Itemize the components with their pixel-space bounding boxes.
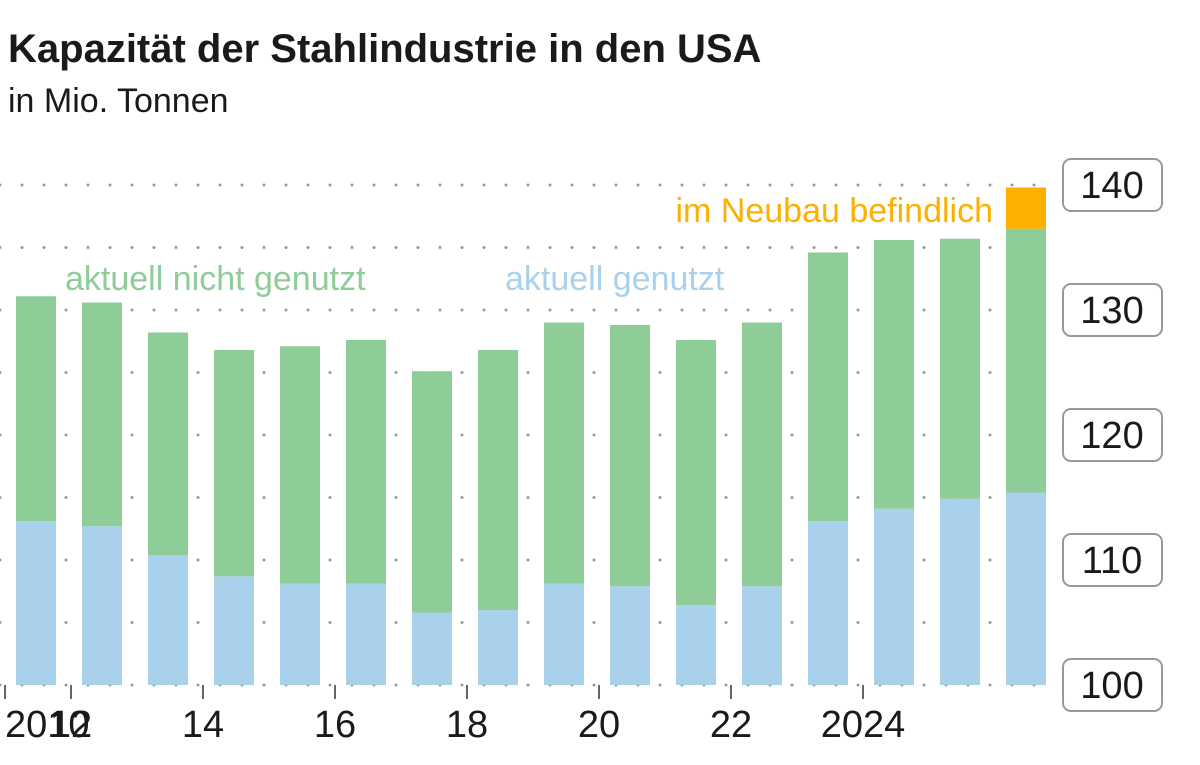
- x-tick-label: 12: [50, 704, 92, 746]
- bar-segment: [214, 350, 254, 577]
- legend-label: aktuell nicht genutzt: [65, 260, 366, 298]
- y-tick-label: 120: [1080, 415, 1143, 457]
- chart-subtitle: in Mio. Tonnen: [8, 82, 229, 120]
- y-tick-label: 100: [1080, 665, 1143, 707]
- bar-segment: [610, 586, 650, 685]
- bar-segment: [742, 322, 782, 587]
- bar-segment: [544, 583, 584, 685]
- bar-segment: [412, 371, 452, 613]
- y-tick-label: 110: [1082, 540, 1143, 582]
- y-tick-label: 130: [1080, 290, 1143, 332]
- x-tick-label: 20: [578, 704, 620, 746]
- bar-segment: [346, 583, 386, 685]
- bar-segment: [1006, 228, 1046, 493]
- bar-segment: [478, 350, 518, 610]
- bar-segment: [280, 346, 320, 584]
- y-tick-box: [1062, 658, 1163, 712]
- x-tick-label: 22: [710, 704, 752, 746]
- y-tick-box: [1062, 158, 1163, 212]
- bar-segment: [940, 238, 980, 499]
- bar-segment: [742, 586, 782, 685]
- y-tick-box: [1062, 533, 1163, 587]
- bar-segment: [280, 583, 320, 685]
- bar-segment: [412, 612, 452, 685]
- legend-label: im Neubau befindlich: [675, 192, 993, 230]
- bar-segment: [874, 240, 914, 509]
- x-tick-label: 14: [182, 704, 224, 746]
- bar-segment: [16, 521, 56, 685]
- bar-segment: [148, 555, 188, 685]
- x-tick-label: 16: [314, 704, 356, 746]
- x-tick-label: 2024: [821, 704, 906, 746]
- bar-segment: [808, 252, 848, 522]
- bar-segment: [1006, 187, 1046, 229]
- bar-segment: [544, 322, 584, 584]
- bar-segment: [16, 296, 56, 522]
- bar-segment: [610, 325, 650, 587]
- bar-segment: [214, 576, 254, 685]
- bar-segment: [346, 340, 386, 584]
- legend-label: aktuell genutzt: [505, 260, 725, 298]
- chart-title: Kapazität der Stahlindustrie in den USA: [8, 27, 761, 71]
- bar-segment: [1006, 492, 1046, 685]
- x-tick-label: 18: [446, 704, 488, 746]
- bar-segment: [82, 302, 122, 527]
- bar-segment: [478, 610, 518, 685]
- x-tick-label: 2010: [5, 704, 90, 746]
- bar-segment: [676, 605, 716, 685]
- bar-segment: [676, 340, 716, 605]
- y-tick-label: 140: [1080, 165, 1143, 207]
- bar-segment: [874, 508, 914, 685]
- bar-segment: [148, 332, 188, 555]
- bar-segment: [82, 526, 122, 685]
- y-tick-box: [1062, 283, 1163, 337]
- y-tick-box: [1062, 408, 1163, 462]
- bar-segment: [940, 498, 980, 685]
- bar-segment: [808, 521, 848, 685]
